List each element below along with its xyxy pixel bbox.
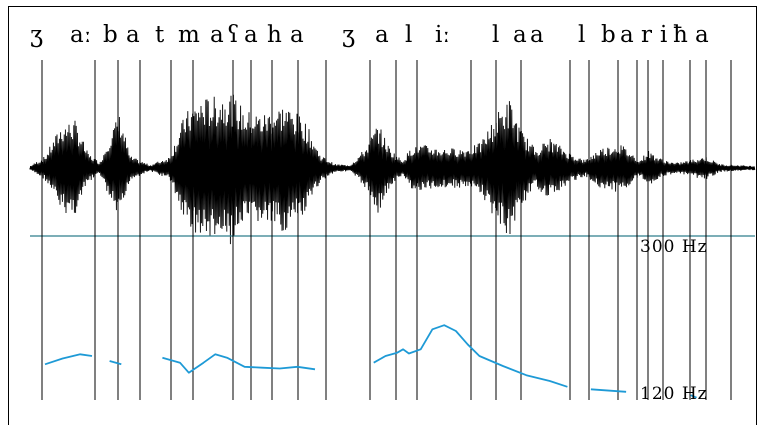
transcription-segment: a xyxy=(290,22,304,48)
pitch-track xyxy=(44,324,697,399)
pitch-contour-segment xyxy=(590,388,627,393)
transcription-segment: aː xyxy=(70,22,91,48)
transcription-segment: a xyxy=(530,22,544,48)
pitch-scale-bottom-label: 120 Hz xyxy=(640,384,708,404)
waveform-trace xyxy=(29,94,756,245)
transcription-segment: ʒ xyxy=(30,22,43,48)
transcription-segment: l xyxy=(405,22,412,48)
transcription-segment: a xyxy=(375,22,389,48)
transcription-segment: a xyxy=(695,22,709,48)
transcription-segment: a xyxy=(513,22,527,48)
pitch-contour-segment xyxy=(373,324,568,388)
transcription-segment: r xyxy=(641,22,652,48)
transcription-segment: b xyxy=(103,22,118,48)
transcription-segment: ʒ xyxy=(342,22,355,48)
transcription-segment: l xyxy=(578,22,585,48)
pitch-contour-segment xyxy=(690,394,697,399)
transcription-segment: i xyxy=(660,22,667,48)
transcription-segment: a xyxy=(210,22,224,48)
transcription-segment: ħ xyxy=(673,22,688,48)
transcription-segment: h xyxy=(267,22,282,48)
pitch-contour-segment xyxy=(162,353,316,374)
waveform xyxy=(29,94,756,245)
transcription-segment: t xyxy=(155,22,165,48)
pitch-scale-top-label: 300 Hz xyxy=(640,237,708,257)
transcription-segment: l xyxy=(492,22,499,48)
transcription-segment: a xyxy=(620,22,634,48)
transcription-segment: m xyxy=(178,22,200,48)
transcription-segment: ʕ xyxy=(227,22,239,48)
segment-boundaries xyxy=(41,60,732,400)
pitch-contour-segment xyxy=(44,353,93,366)
transcription-segment: b xyxy=(601,22,616,48)
figure-frame xyxy=(8,6,757,425)
transcription-segment: a xyxy=(126,22,140,48)
transcription-segment: iː xyxy=(435,22,450,48)
transcription: ʒ aː b a t m a ʕ a h a ʒ a l iː l a a l b a r i ħ a xyxy=(30,22,709,48)
transcription-segment: a xyxy=(244,22,258,48)
pitch-contour-segment xyxy=(109,360,122,366)
